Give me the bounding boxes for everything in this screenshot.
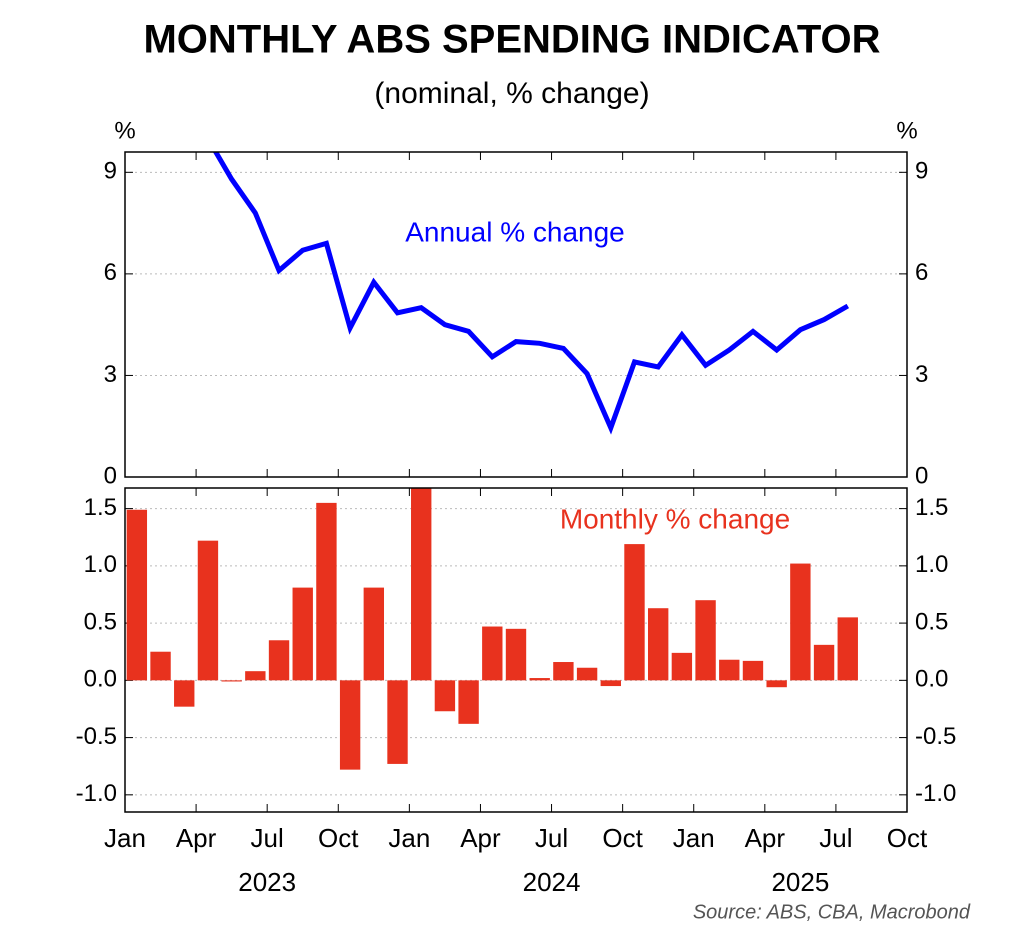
plot-area (126, 488, 858, 770)
bar (482, 626, 503, 681)
y2-tick-label: 0.0 (915, 666, 948, 693)
y-tick-label: -0.5 (76, 723, 117, 750)
bar (600, 680, 621, 687)
annotation: Annual % change (405, 216, 625, 247)
y2-tick-label: 6 (915, 259, 928, 286)
y2-tick-label: 0 (915, 462, 928, 489)
y-tick-label: 0 (104, 462, 117, 489)
x-tick-label: Apr (460, 823, 501, 853)
bar (766, 680, 787, 688)
x-tick-label: Oct (602, 823, 643, 853)
bar (624, 544, 645, 681)
y2-tick-label: 1.5 (915, 494, 948, 521)
bar (174, 680, 195, 707)
y2-tick-label: 0.5 (915, 608, 948, 635)
bar (742, 660, 764, 681)
bar (790, 563, 811, 681)
y2-tick-label: 3 (915, 361, 928, 388)
y-unit: % (114, 117, 135, 144)
x-tick-label: Jan (388, 823, 430, 853)
y-tick-label: 3 (104, 361, 117, 388)
y-tick-label: 0.0 (84, 666, 117, 693)
year-label: 2024 (523, 867, 581, 897)
bar (837, 617, 858, 681)
chart-subtitle: (nominal, % change) (374, 77, 649, 110)
bar (719, 659, 740, 681)
bar (671, 652, 693, 681)
y2-unit: % (896, 117, 917, 144)
y2-tick-label: -0.5 (915, 723, 956, 750)
x-tick-label: Oct (887, 823, 928, 853)
bar (245, 671, 266, 681)
bar (150, 651, 171, 681)
bar (434, 680, 456, 712)
bar (411, 488, 432, 681)
chart-title: MONTHLY ABS SPENDING INDICATOR (143, 18, 880, 62)
bar (268, 640, 290, 681)
y-tick-label: 1.0 (84, 551, 117, 578)
line (212, 152, 850, 435)
year-label: 2025 (771, 867, 829, 897)
bar (505, 628, 527, 681)
source: Source: ABS, CBA, Macrobond (693, 901, 971, 923)
bar (126, 509, 148, 681)
plot-frame (124, 487, 908, 813)
bar (363, 587, 385, 681)
bar (529, 678, 550, 681)
bar (292, 587, 313, 681)
x-tick-label: Jul (251, 823, 284, 853)
y2-tick-label: 1.0 (915, 551, 948, 578)
y2-tick-label: -1.0 (915, 780, 956, 807)
x-tick-label: Apr (745, 823, 786, 853)
plot-frame (124, 151, 908, 478)
bar (695, 600, 716, 681)
annotation: Monthly % change (560, 503, 790, 534)
y2-tick-label: 9 (915, 158, 928, 185)
bar (339, 680, 361, 770)
bar (221, 680, 242, 682)
bar (647, 608, 669, 681)
y-tick-label: 9 (104, 158, 117, 185)
x-tick-label: Jul (819, 823, 852, 853)
plot-area (212, 152, 850, 435)
bar (553, 662, 574, 681)
x-tick-label: Oct (318, 823, 359, 853)
y-tick-label: -1.0 (76, 780, 117, 807)
y-tick-label: 0.5 (84, 608, 117, 635)
bar (197, 540, 219, 681)
y-tick-label: 6 (104, 259, 117, 286)
x-tick-label: Jan (104, 823, 146, 853)
bar (458, 680, 479, 724)
bar (576, 667, 598, 681)
bar (316, 502, 337, 681)
year-label: 2023 (238, 867, 296, 897)
x-tick-label: Jul (535, 823, 568, 853)
x-tick-label: Apr (176, 823, 217, 853)
bar (813, 644, 835, 681)
y-tick-label: 1.5 (84, 494, 117, 521)
bar (387, 680, 408, 764)
x-tick-label: Jan (673, 823, 715, 853)
